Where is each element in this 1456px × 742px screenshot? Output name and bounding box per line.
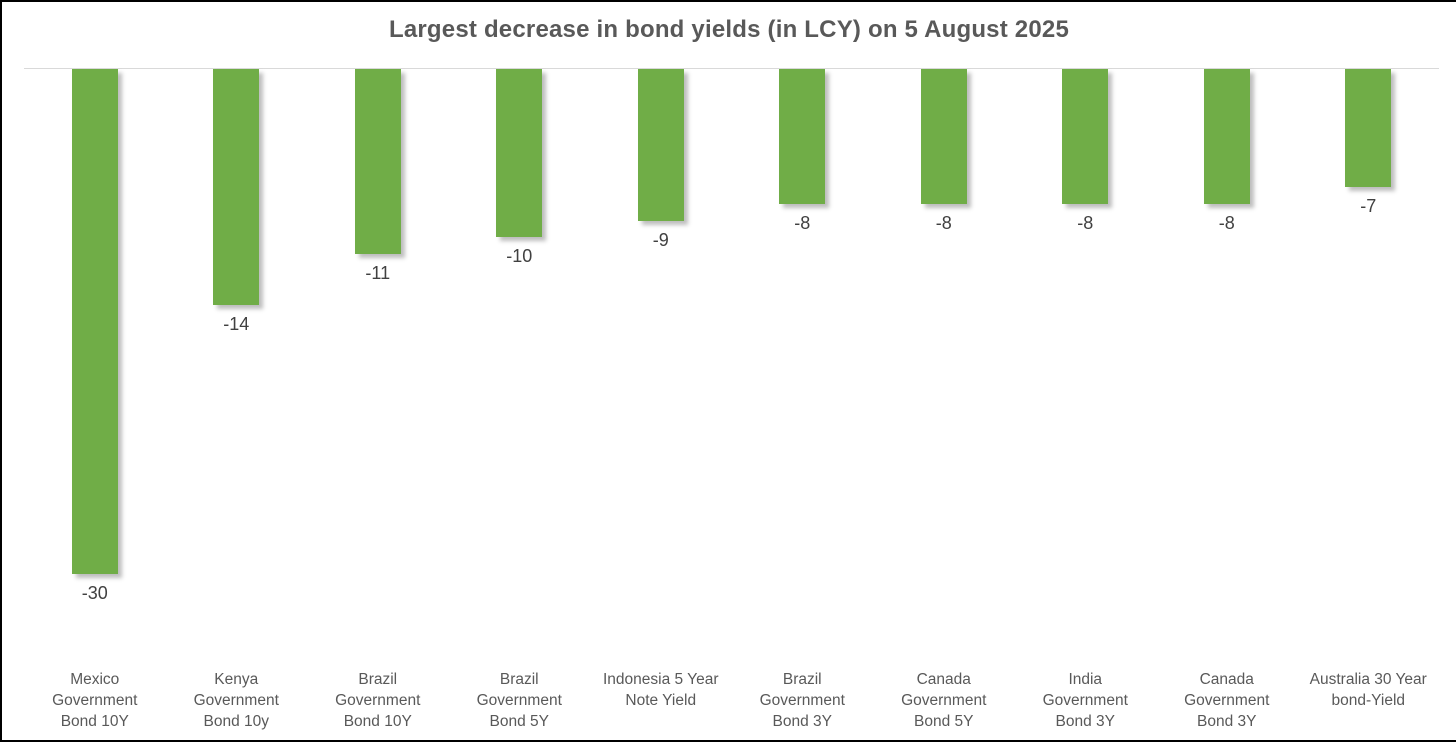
category-label-line: Australia 30 Year xyxy=(1309,671,1427,688)
bar-value-label: -11 xyxy=(365,263,391,283)
category-label-line: Indonesia 5 Year xyxy=(603,671,719,688)
category-label-line: Bond 3Y xyxy=(1197,713,1257,730)
category-label-line: Canada xyxy=(1199,671,1254,688)
category-label: Australia 30 Year bond-Yield xyxy=(1298,669,1440,711)
zero-axis-line xyxy=(24,68,1439,69)
bar-column: -8 xyxy=(873,69,1015,233)
category-label-line: Government xyxy=(901,692,987,709)
bar-column: -7 xyxy=(1298,69,1440,216)
category-label: Indonesia 5 Year Note Yield xyxy=(590,669,732,711)
category-label: Brazil Government Bond 10Y xyxy=(307,669,449,732)
bar-column: -11 xyxy=(307,69,449,283)
category-label-line: Government xyxy=(476,692,562,709)
bar-value-label: -9 xyxy=(652,230,669,250)
bar xyxy=(920,69,967,204)
category-label-line: Government xyxy=(193,692,279,709)
category-label-line: Canada xyxy=(916,671,971,688)
category-label-line: Bond 5Y xyxy=(914,713,974,730)
category-label-line: Government xyxy=(335,692,421,709)
bar xyxy=(1203,69,1250,204)
bar-value-label: -8 xyxy=(794,213,811,233)
chart-title: Largest decrease in bond yields (in LCY)… xyxy=(388,16,1069,43)
category-label-line: Bond 3Y xyxy=(772,713,832,730)
bar-value-label: -8 xyxy=(1218,213,1235,233)
category-label-line: Brazil xyxy=(782,671,822,688)
category-label-line: bond-Yield xyxy=(1331,692,1406,709)
bar xyxy=(496,69,543,237)
bar-column: -14 xyxy=(166,69,308,334)
bar-value-label: -7 xyxy=(1360,196,1377,216)
category-label-line: Bond 10Y xyxy=(343,713,412,730)
category-label-line: Brazil xyxy=(499,671,539,688)
category-label-line: Bond 10Y xyxy=(60,713,129,730)
bar xyxy=(354,69,401,254)
category-label: Canada Government Bond 5Y xyxy=(873,669,1015,732)
category-label: Canada Government Bond 3Y xyxy=(1156,669,1298,732)
category-label-line: Note Yield xyxy=(625,692,697,709)
category-label-line: Bond 3Y xyxy=(1055,713,1115,730)
category-label-line: Bond 5Y xyxy=(489,713,549,730)
bar-value-label: -8 xyxy=(935,213,952,233)
bar-value-label: -10 xyxy=(506,246,533,266)
category-label: Mexico Government Bond 10Y xyxy=(24,669,166,732)
category-label-line: Bond 10y xyxy=(203,713,270,730)
bar-column: -10 xyxy=(449,69,591,266)
bar-column: -30 xyxy=(24,69,166,603)
bar xyxy=(213,69,260,305)
category-label-line: Kenya xyxy=(214,671,259,688)
category-label: Brazil Government Bond 5Y xyxy=(449,669,591,732)
category-label: Brazil Government Bond 3Y xyxy=(732,669,874,732)
category-label-line: Brazil xyxy=(358,671,398,688)
category-label-line: Mexico xyxy=(70,671,120,688)
bar xyxy=(1345,69,1392,187)
category-label-line: Government xyxy=(52,692,138,709)
bar-column: -8 xyxy=(1156,69,1298,233)
bar-value-label: -14 xyxy=(223,314,250,334)
category-label-line: Government xyxy=(1184,692,1270,709)
bar xyxy=(71,69,118,574)
bar xyxy=(1062,69,1109,204)
bar-value-label: -30 xyxy=(81,583,108,603)
category-label: Kenya Government Bond 10y xyxy=(166,669,308,732)
category-label-line: Government xyxy=(1042,692,1128,709)
category-label: India Government Bond 3Y xyxy=(1015,669,1157,732)
bar xyxy=(779,69,826,204)
category-label-line: India xyxy=(1068,671,1103,688)
bar xyxy=(637,69,684,221)
bar-column: -8 xyxy=(1015,69,1157,233)
bar-column: -8 xyxy=(732,69,874,233)
bar-column: -9 xyxy=(590,69,732,250)
bar-value-label: -8 xyxy=(1077,213,1094,233)
category-label-line: Government xyxy=(759,692,845,709)
